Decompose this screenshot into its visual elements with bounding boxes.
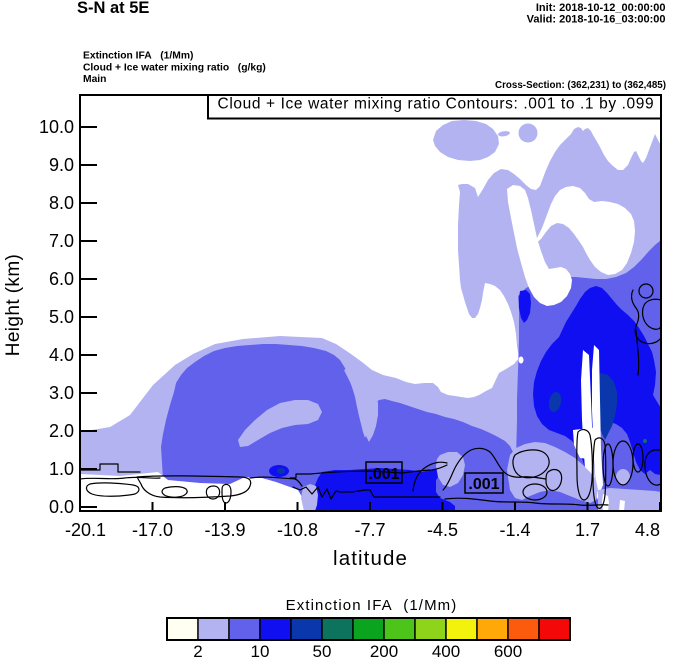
svg-text:6.0: 6.0: [49, 269, 74, 289]
svg-text:Cross-Section: (362,231) to (3: Cross-Section: (362,231) to (362,485): [495, 80, 666, 91]
svg-text:Extinction IFA (1/Mm): Extinction IFA (1/Mm): [83, 51, 193, 62]
svg-text:Main: Main: [83, 74, 106, 85]
svg-text:Cloud + Ice water mixing ratio: Cloud + Ice water mixing ratio (g/kg): [83, 63, 266, 74]
svg-text:1.7: 1.7: [575, 520, 600, 540]
svg-text:.001: .001: [368, 466, 399, 483]
svg-text:4.8: 4.8: [635, 520, 660, 540]
svg-text:Init: 2018-10-12_00:00:00: Init: 2018-10-12_00:00:00: [536, 2, 666, 14]
svg-text:4.0: 4.0: [49, 345, 74, 365]
svg-text:10: 10: [251, 642, 270, 661]
svg-text:-20.1: -20.1: [65, 520, 106, 540]
svg-text:-13.9: -13.9: [204, 520, 245, 540]
svg-text:Cloud + Ice water mixing ratio: Cloud + Ice water mixing ratio Contours:…: [218, 96, 655, 113]
svg-text:-17.0: -17.0: [132, 520, 173, 540]
svg-text:8.0: 8.0: [49, 193, 74, 213]
svg-text:Valid: 2018-10-16_03:00:00: Valid: 2018-10-16_03:00:00: [527, 14, 666, 26]
svg-text:3.0: 3.0: [49, 383, 74, 403]
svg-text:-7.7: -7.7: [354, 520, 385, 540]
svg-text:7.0: 7.0: [49, 231, 74, 251]
svg-text:600: 600: [494, 642, 522, 661]
svg-text:-10.8: -10.8: [277, 520, 318, 540]
svg-text:5.0: 5.0: [49, 307, 74, 327]
svg-text:latitude: latitude: [333, 547, 408, 570]
svg-text:2: 2: [193, 642, 202, 661]
svg-text:Extinction IFA (1/Mm): Extinction IFA (1/Mm): [286, 597, 458, 614]
svg-text:0.0: 0.0: [49, 497, 74, 517]
svg-text:50: 50: [313, 642, 332, 661]
svg-text:-1.4: -1.4: [499, 520, 530, 540]
svg-text:-4.5: -4.5: [427, 520, 458, 540]
svg-text:1.0: 1.0: [49, 459, 74, 479]
svg-text:10.0: 10.0: [39, 117, 74, 137]
svg-text:400: 400: [432, 642, 460, 661]
svg-text:S-N at 5E: S-N at 5E: [77, 0, 149, 17]
svg-text:2.0: 2.0: [49, 421, 74, 441]
svg-text:Height (km): Height (km): [3, 254, 24, 357]
svg-text:200: 200: [370, 642, 398, 661]
svg-text:9.0: 9.0: [49, 155, 74, 175]
svg-text:.001: .001: [468, 476, 499, 493]
